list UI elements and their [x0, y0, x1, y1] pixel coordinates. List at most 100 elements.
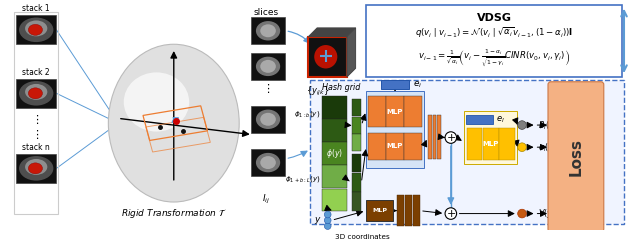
FancyBboxPatch shape	[433, 115, 436, 159]
FancyBboxPatch shape	[404, 96, 422, 127]
FancyBboxPatch shape	[322, 96, 347, 119]
FancyBboxPatch shape	[352, 154, 362, 172]
Ellipse shape	[28, 88, 42, 99]
Text: $\{y_{ijk}\}$: $\{y_{ijk}\}$	[307, 85, 330, 98]
FancyBboxPatch shape	[251, 17, 285, 44]
Text: $+$: $+$	[445, 132, 456, 143]
FancyBboxPatch shape	[16, 15, 56, 44]
Ellipse shape	[19, 81, 53, 106]
FancyBboxPatch shape	[251, 149, 285, 176]
Text: $+$: $+$	[445, 208, 456, 219]
Circle shape	[324, 223, 331, 229]
Polygon shape	[308, 28, 356, 37]
Text: slices: slices	[253, 8, 278, 17]
FancyBboxPatch shape	[16, 154, 56, 183]
Circle shape	[445, 132, 456, 143]
FancyBboxPatch shape	[387, 133, 404, 160]
Ellipse shape	[25, 84, 47, 100]
FancyBboxPatch shape	[352, 117, 362, 134]
Circle shape	[518, 121, 526, 129]
Circle shape	[518, 209, 526, 218]
Ellipse shape	[28, 163, 42, 174]
Ellipse shape	[108, 44, 239, 202]
Ellipse shape	[256, 153, 280, 172]
FancyBboxPatch shape	[366, 5, 622, 77]
Text: $\phi(y)$: $\phi(y)$	[326, 147, 343, 160]
Text: $B_i(y)$: $B_i(y)$	[538, 119, 558, 131]
Text: stack n: stack n	[22, 143, 50, 152]
FancyBboxPatch shape	[310, 80, 624, 224]
FancyBboxPatch shape	[352, 192, 362, 211]
Text: Rigid Transformation $\mathcal{T}$: Rigid Transformation $\mathcal{T}$	[121, 207, 227, 220]
Circle shape	[324, 217, 331, 224]
Text: ⋮: ⋮	[31, 130, 42, 140]
FancyBboxPatch shape	[397, 195, 404, 226]
Text: $q(v_i \mid v_{i-1})=\mathcal{N}(v_i \mid \sqrt{\alpha_i}v_{i-1},(1-\alpha_i))\m: $q(v_i \mid v_{i-1})=\mathcal{N}(v_i \mi…	[415, 26, 573, 40]
FancyBboxPatch shape	[466, 115, 493, 124]
FancyBboxPatch shape	[352, 134, 362, 151]
Text: $y$: $y$	[314, 215, 322, 226]
FancyBboxPatch shape	[366, 200, 393, 221]
Ellipse shape	[256, 110, 280, 129]
Circle shape	[445, 208, 456, 219]
Ellipse shape	[256, 21, 280, 40]
Text: $V(y)$: $V(y)$	[538, 207, 556, 220]
Text: $\phi_{1:b}(y)$: $\phi_{1:b}(y)$	[294, 109, 320, 119]
Ellipse shape	[314, 45, 337, 69]
Text: $e_i$: $e_i$	[413, 79, 422, 90]
FancyBboxPatch shape	[437, 115, 441, 159]
FancyBboxPatch shape	[352, 173, 362, 192]
Ellipse shape	[260, 60, 276, 73]
Ellipse shape	[28, 24, 42, 35]
FancyBboxPatch shape	[369, 133, 386, 160]
Text: Loss: Loss	[568, 138, 584, 176]
FancyBboxPatch shape	[387, 96, 404, 127]
Text: stack 2: stack 2	[22, 68, 50, 77]
Ellipse shape	[19, 156, 53, 181]
Text: $v_{i-1}=\frac{1}{\sqrt{\alpha_i}}\left(v_i-\frac{1-\alpha_i}{\sqrt{1-\gamma_i}}: $v_{i-1}=\frac{1}{\sqrt{\alpha_i}}\left(…	[418, 47, 570, 68]
Ellipse shape	[124, 72, 189, 131]
FancyBboxPatch shape	[369, 96, 386, 127]
Circle shape	[518, 143, 526, 152]
Text: Hash grid: Hash grid	[322, 83, 360, 92]
FancyBboxPatch shape	[16, 79, 56, 108]
FancyBboxPatch shape	[251, 106, 285, 133]
FancyBboxPatch shape	[413, 195, 420, 226]
Text: ⋮: ⋮	[262, 83, 274, 93]
Text: MLP: MLP	[387, 143, 403, 149]
FancyBboxPatch shape	[381, 80, 410, 89]
FancyBboxPatch shape	[467, 128, 483, 160]
FancyBboxPatch shape	[499, 128, 515, 160]
Text: MLP: MLP	[483, 141, 499, 147]
Text: VDSG: VDSG	[477, 12, 511, 22]
FancyBboxPatch shape	[548, 82, 604, 232]
FancyBboxPatch shape	[404, 133, 422, 160]
Ellipse shape	[260, 24, 276, 37]
Ellipse shape	[260, 156, 276, 169]
FancyBboxPatch shape	[483, 128, 499, 160]
Polygon shape	[347, 28, 356, 77]
Text: $I_{ij}$: $I_{ij}$	[262, 192, 270, 206]
FancyBboxPatch shape	[322, 119, 347, 142]
Ellipse shape	[19, 17, 53, 42]
FancyBboxPatch shape	[405, 195, 412, 226]
Text: $e_l$: $e_l$	[496, 114, 505, 125]
FancyBboxPatch shape	[322, 165, 347, 188]
Ellipse shape	[25, 159, 47, 175]
Text: 3D coordinates: 3D coordinates	[335, 234, 390, 239]
Text: $\phi_{1+b:L}(y)$: $\phi_{1+b:L}(y)$	[285, 174, 320, 184]
FancyBboxPatch shape	[464, 111, 517, 163]
Ellipse shape	[256, 57, 280, 76]
Circle shape	[324, 211, 331, 218]
FancyBboxPatch shape	[308, 37, 347, 77]
FancyBboxPatch shape	[428, 115, 432, 159]
Text: CINR: CINR	[556, 89, 586, 99]
Text: MLP: MLP	[387, 109, 403, 114]
Text: MLP: MLP	[372, 208, 387, 213]
Text: stack 1: stack 1	[22, 5, 50, 13]
Ellipse shape	[25, 21, 47, 36]
FancyBboxPatch shape	[251, 53, 285, 80]
FancyBboxPatch shape	[352, 99, 362, 116]
Ellipse shape	[260, 113, 276, 126]
Text: ⋮: ⋮	[31, 115, 42, 125]
